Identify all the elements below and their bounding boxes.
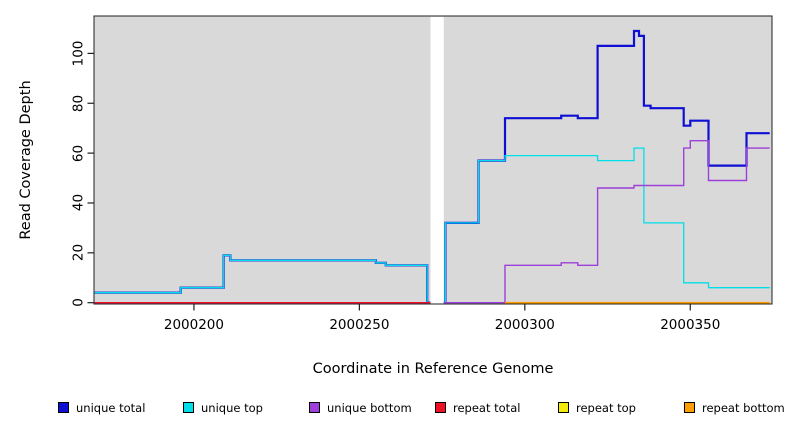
plot-border <box>93 15 773 305</box>
legend-item-repeat-top: repeat top <box>558 399 636 416</box>
legend-label: unique total <box>76 400 146 415</box>
series-line-unique-top <box>443 147 770 304</box>
legend-swatch-icon <box>558 402 569 413</box>
legend-label: repeat top <box>576 400 636 415</box>
x-tick-label: 2000300 <box>494 317 555 333</box>
legend-swatch-icon <box>58 402 69 413</box>
legend-label: repeat bottom <box>702 400 785 415</box>
legend-item-repeat-bottom: repeat bottom <box>684 399 785 416</box>
series-line-unique-top <box>94 254 431 304</box>
x-tick-label: 2000200 <box>163 317 224 333</box>
legend-swatch-icon <box>684 402 695 413</box>
y-tick-label: 20 <box>70 244 87 262</box>
y-tick-label: 60 <box>70 144 87 162</box>
y-tick-label: 0 <box>70 298 87 307</box>
x-axis-title: Coordinate in Reference Genome <box>312 361 554 377</box>
x-tick-label: 2000350 <box>660 317 721 333</box>
x-tick-label: 2000250 <box>329 317 390 333</box>
legend-item-unique-bottom: unique bottom <box>309 399 412 416</box>
legend-swatch-icon <box>435 402 446 413</box>
y-tick-label: 80 <box>70 94 87 112</box>
series-line-unique-bottom <box>443 140 770 304</box>
legend-swatch-icon <box>309 402 320 413</box>
coverage-gap <box>430 16 444 304</box>
legend-swatch-icon <box>183 402 194 413</box>
legend-label: unique top <box>201 400 263 415</box>
legend-item-unique-total: unique total <box>58 399 145 416</box>
y-axis-title: Read Coverage Depth <box>18 80 34 240</box>
y-tick-label: 40 <box>70 194 87 212</box>
y-tick-label: 100 <box>70 40 87 67</box>
legend-item-repeat-total: repeat total <box>435 399 520 416</box>
legend-label: repeat total <box>453 400 521 415</box>
legend-label: unique bottom <box>327 400 412 415</box>
legend-item-unique-top: unique top <box>183 399 263 416</box>
